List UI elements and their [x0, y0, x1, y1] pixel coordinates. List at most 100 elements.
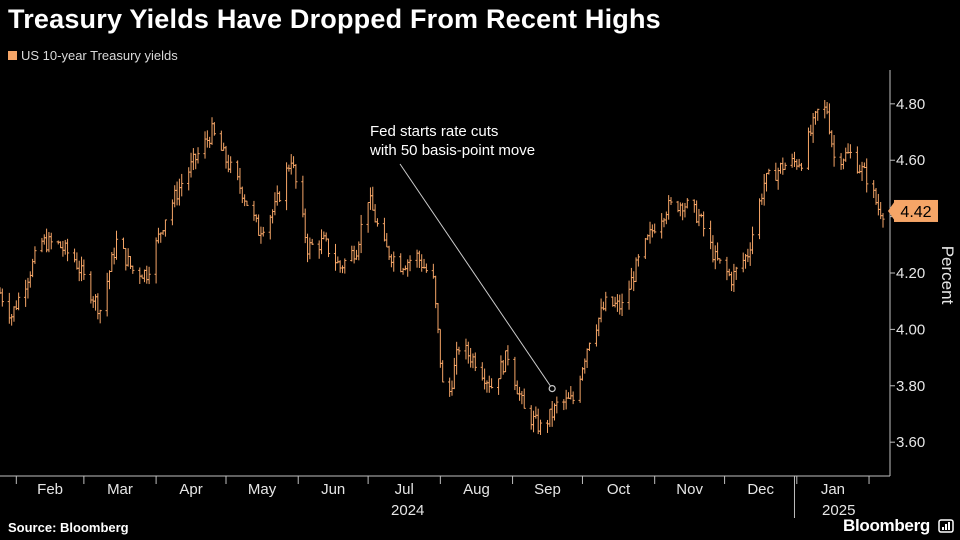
- yield-bar: [7, 292, 11, 324]
- y-tick-label: 4.00: [896, 321, 925, 338]
- yield-bar: [653, 223, 657, 234]
- yield-bar: [550, 401, 554, 427]
- yield-bar: [224, 145, 228, 169]
- yield-bar: [194, 153, 198, 170]
- yield-bar: [126, 248, 130, 267]
- yield-bar: [634, 257, 638, 283]
- annotation-marker: [548, 384, 556, 393]
- yield-bar: [375, 218, 380, 227]
- yield-bar: [876, 193, 880, 216]
- yield-bar: [604, 291, 608, 312]
- yield-bar: [142, 269, 147, 283]
- x-tick-label: May: [248, 481, 277, 498]
- yield-bar: [823, 100, 827, 119]
- yield-bar: [159, 232, 163, 243]
- yield-bar: [797, 158, 801, 168]
- yield-bar: [277, 191, 282, 202]
- yield-bar: [310, 238, 314, 246]
- yield-bar: [695, 200, 699, 224]
- yield-bar: [466, 341, 470, 364]
- yield-bar: [438, 328, 442, 368]
- yield-bar: [774, 162, 778, 181]
- yield-bar: [844, 147, 848, 162]
- yield-bar: [354, 249, 359, 260]
- yield-bar: [44, 228, 49, 253]
- yield-bar: [667, 195, 671, 220]
- brand-logo: Bloomberg: [842, 516, 930, 535]
- yield-bar: [499, 355, 503, 380]
- yield-bar: [681, 202, 685, 221]
- yield-bar: [757, 198, 762, 240]
- yield-bar: [291, 156, 296, 169]
- yield-bar: [725, 256, 729, 281]
- yield-bar: [830, 130, 834, 148]
- yield-bar: [42, 234, 46, 245]
- yield-bar: [107, 270, 112, 290]
- yield-bar: [343, 258, 347, 274]
- yield-bar: [762, 173, 766, 206]
- x-tick-label: Jan: [821, 481, 845, 498]
- yield-bar: [501, 360, 505, 375]
- yield-bar: [366, 202, 370, 233]
- y-tick-label: 3.60: [896, 434, 925, 451]
- yield-bar: [82, 259, 86, 280]
- yield-bar: [205, 130, 209, 148]
- yield-bar: [308, 237, 312, 260]
- yield-bar: [203, 131, 207, 159]
- yield-bar: [531, 410, 536, 433]
- yield-bar: [718, 258, 722, 264]
- yield-bar: [26, 277, 30, 299]
- annotation-text: Fed starts rate cuts: [370, 123, 498, 140]
- legend: US 10-year Treasury yields: [8, 48, 178, 63]
- yield-bar: [452, 357, 456, 390]
- yield-bar: [662, 217, 666, 228]
- yield-bar: [368, 187, 373, 210]
- yield-bar: [359, 214, 363, 254]
- yield-bar: [879, 201, 883, 220]
- yield-bar: [599, 298, 603, 323]
- yield-bar: [47, 232, 51, 253]
- yield-bar: [294, 164, 298, 189]
- yield-bar: [301, 175, 305, 218]
- yield-bar: [548, 408, 552, 427]
- yield-bar: [618, 294, 622, 315]
- yield-bar: [319, 229, 324, 255]
- yield-bar: [515, 380, 519, 395]
- yield-bar: [436, 303, 440, 334]
- yield-bar: [678, 202, 682, 217]
- yield-bar: [881, 213, 885, 228]
- yield-bar: [373, 204, 377, 223]
- yield-bar: [403, 265, 407, 271]
- yield-bar: [284, 162, 289, 211]
- yield-bar: [522, 388, 526, 409]
- yield-bar: [702, 211, 706, 237]
- yield-bar: [180, 173, 184, 197]
- yield-bar: [175, 181, 179, 206]
- yield-bar: [872, 180, 876, 199]
- annotation: Fed starts rate cuts with 50 basis-point …: [369, 123, 556, 393]
- yield-bar: [72, 248, 77, 263]
- yield-bar: [382, 217, 387, 242]
- yield-bar: [715, 242, 720, 261]
- y-tick-label: 4.20: [896, 265, 925, 282]
- yield-bar: [210, 117, 214, 145]
- yield-bar: [792, 151, 797, 167]
- yield-bar: [496, 378, 501, 395]
- yield-bar: [352, 245, 356, 264]
- x-axis: Feb Mar Apr May Jun Jul Aug Sep Oct Nov Dec Jan 2024…: [0, 475, 890, 519]
- annotation-leader-line: [399, 163, 551, 386]
- yield-bar: [121, 237, 126, 249]
- yield-bar: [12, 306, 16, 322]
- yield-bar: [387, 245, 391, 260]
- yield-bar: [799, 162, 804, 171]
- yield-bar: [222, 142, 226, 151]
- yield-bar: [552, 403, 557, 421]
- yield-bar: [24, 279, 28, 307]
- x-tick-label: Apr: [179, 481, 202, 498]
- yield-bar: [147, 266, 151, 285]
- yield-bar: [89, 271, 93, 304]
- badge-pointer: [888, 200, 895, 221]
- yield-bar: [858, 164, 862, 174]
- yield-bar: [96, 293, 100, 320]
- yield-bar: [839, 153, 843, 170]
